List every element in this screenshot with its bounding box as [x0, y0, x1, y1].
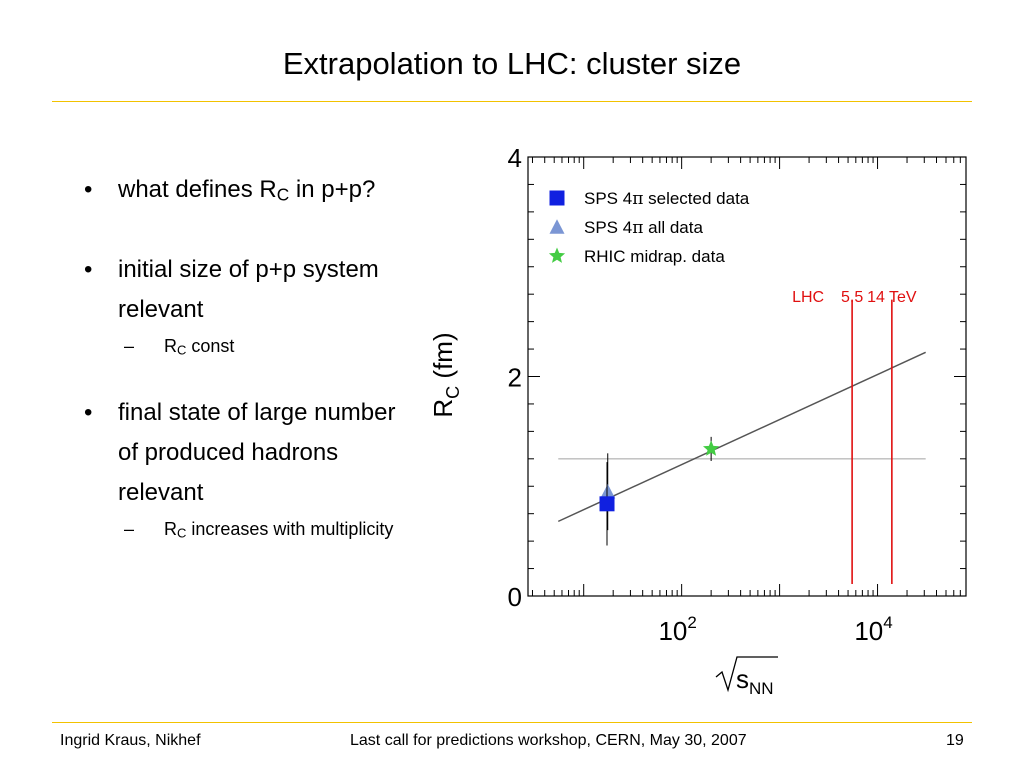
legend-marker [549, 190, 565, 206]
bullet-text: initial size of p+p system relevant [118, 256, 379, 324]
bullet-subscript: C [276, 184, 290, 205]
dash-icon: – [124, 519, 135, 540]
bullet-initial-size: • initial size of p+p system relevant [80, 250, 400, 330]
data-point [600, 483, 616, 499]
sub-bullet-rc-increases: – RC increases with multiplicity [124, 513, 400, 550]
legend-marker [548, 247, 566, 263]
bullet-dot-icon: • [84, 176, 93, 203]
data-point [703, 440, 720, 456]
footer-page-number: 19 [946, 732, 964, 749]
bullet-text: final state of large number of produced … [118, 399, 396, 507]
data-point [599, 496, 615, 512]
sub-bullet-subscript: C [177, 525, 187, 541]
x-tick-label: 102 [658, 613, 696, 646]
legend-entry-label: SPS 4π selected data [584, 189, 750, 209]
bullet-text: what defines R [118, 176, 277, 203]
legend-entry-label: SPS 4π all data [584, 218, 703, 238]
sub-bullet-subscript: C [177, 343, 187, 359]
bullet-list: • what defines RC in p+p? • initial size… [80, 170, 400, 550]
fit-line [557, 351, 926, 523]
title-divider [52, 101, 972, 102]
legend-marker [549, 219, 565, 234]
bullet-dot-icon: • [84, 256, 93, 284]
dash-icon: – [124, 336, 135, 357]
footer-event: Last call for predictions workshop, CERN… [350, 732, 747, 749]
sqrt-symbol [715, 656, 778, 693]
footer-divider [52, 722, 972, 723]
sub-bullet-text: const [191, 336, 235, 357]
sub-bullet-text: R [164, 519, 177, 540]
bullet-what-defines: • what defines RC in p+p? [80, 170, 400, 214]
sub-bullet-text: increases with multiplicity [191, 519, 394, 540]
x-tick-label: 104 [854, 613, 892, 646]
plot-frame [527, 156, 967, 597]
lhc-energy-label: 5.5 [841, 289, 863, 306]
y-tick-label: 2 [508, 363, 522, 393]
sub-bullet-text: R [164, 336, 177, 357]
slide-title: Extrapolation to LHC: cluster size [282, 46, 742, 81]
x-axis-title: sNN [736, 664, 774, 698]
legend-entry-label: RHIC midrap. data [584, 247, 725, 266]
lhc-energy-label: 14 TeV [867, 289, 917, 306]
lhc-label: LHC [792, 289, 824, 306]
bullet-dot-icon: • [84, 399, 93, 427]
y-tick-label: 0 [508, 582, 522, 612]
y-axis-title: RC (fm) [428, 332, 463, 417]
bullet-text: in p+p? [295, 176, 376, 203]
bullet-final-state: • final state of large number of produce… [80, 393, 400, 513]
y-tick-label: 4 [508, 143, 522, 173]
footer-author: Ingrid Kraus, Nikhef [60, 732, 201, 749]
sub-bullet-rc-const: – RC const [124, 330, 400, 367]
